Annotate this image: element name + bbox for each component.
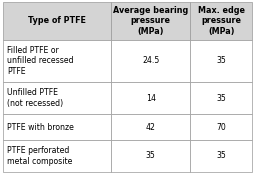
- Bar: [189, 114, 251, 140]
- Text: 24.5: 24.5: [141, 56, 158, 65]
- Text: 70: 70: [215, 122, 225, 132]
- Text: 35: 35: [215, 151, 225, 160]
- Text: Filled PTFE or
unfilled recessed
PTFE: Filled PTFE or unfilled recessed PTFE: [7, 46, 73, 76]
- Bar: [111, 40, 189, 82]
- Bar: [111, 2, 189, 40]
- Bar: [189, 40, 251, 82]
- Text: Unfilled PTFE
(not recessed): Unfilled PTFE (not recessed): [7, 88, 63, 108]
- Text: 42: 42: [145, 122, 155, 132]
- Bar: [3, 2, 111, 40]
- Bar: [189, 140, 251, 172]
- Text: 35: 35: [215, 56, 225, 65]
- Bar: [111, 140, 189, 172]
- Bar: [3, 114, 111, 140]
- Text: PTFE with bronze: PTFE with bronze: [7, 122, 74, 132]
- Text: Max. edge
pressure
(MPa): Max. edge pressure (MPa): [197, 6, 244, 36]
- Bar: [111, 82, 189, 114]
- Text: Type of PTFE: Type of PTFE: [28, 16, 86, 25]
- Text: 35: 35: [145, 151, 155, 160]
- Bar: [189, 82, 251, 114]
- Bar: [189, 2, 251, 40]
- Text: Average bearing
pressure
(MPa): Average bearing pressure (MPa): [113, 6, 187, 36]
- Text: PTFE perforated
metal composite: PTFE perforated metal composite: [7, 146, 72, 166]
- Bar: [3, 40, 111, 82]
- Text: 14: 14: [145, 94, 155, 103]
- Text: 35: 35: [215, 94, 225, 103]
- Bar: [3, 140, 111, 172]
- Bar: [111, 114, 189, 140]
- Bar: [3, 82, 111, 114]
